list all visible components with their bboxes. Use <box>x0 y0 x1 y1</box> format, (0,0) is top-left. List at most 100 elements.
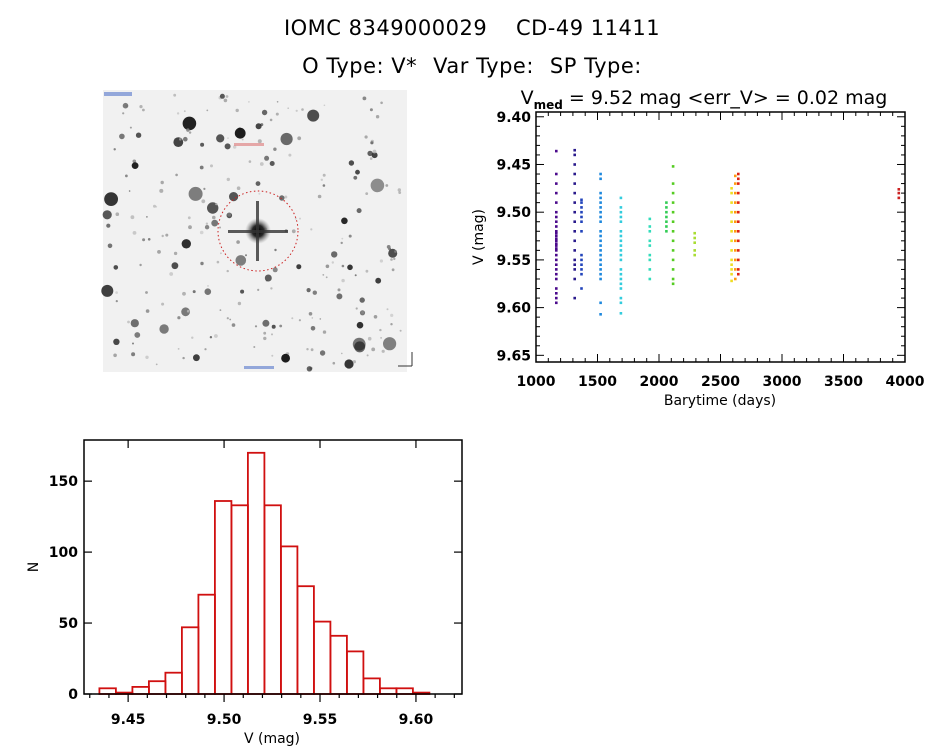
data-point <box>580 272 583 276</box>
y-tick-label: 9.40 <box>496 110 531 126</box>
data-point <box>573 163 576 166</box>
star <box>317 194 322 199</box>
data-point <box>648 253 652 257</box>
data-point <box>555 268 558 271</box>
data-point <box>555 249 558 252</box>
star <box>367 336 372 341</box>
star <box>207 202 219 214</box>
star <box>130 215 135 220</box>
star <box>312 290 317 295</box>
data-point <box>599 196 602 200</box>
data-point <box>671 268 675 271</box>
star <box>206 109 209 112</box>
star <box>306 348 309 351</box>
star <box>356 321 364 329</box>
star <box>355 169 360 175</box>
data-point <box>580 230 583 233</box>
histogram-bar <box>378 687 398 695</box>
series-epoch-13 <box>897 188 901 200</box>
o-type: O Type: V* <box>302 54 418 78</box>
star <box>245 254 247 257</box>
data-point <box>573 239 576 243</box>
data-point <box>599 277 602 281</box>
data-point <box>573 182 576 185</box>
star <box>214 334 218 338</box>
data-point <box>648 217 652 221</box>
star <box>231 323 236 327</box>
data-point <box>599 201 602 204</box>
light-curve-title: Vmed = 9.52 mag <err_V> = 0.02 mag <box>521 87 888 112</box>
star <box>331 251 338 258</box>
light-curve-ylabel: V (mag) <box>471 209 487 265</box>
y-tick-label: 9.55 <box>496 253 531 269</box>
data-point <box>599 172 602 176</box>
data-point <box>897 188 901 191</box>
data-point <box>737 172 740 176</box>
data-point <box>599 206 602 209</box>
star <box>341 237 344 240</box>
series-epoch-11 <box>734 174 737 281</box>
star <box>367 150 373 157</box>
data-point <box>665 220 668 223</box>
data-point <box>734 191 737 195</box>
star <box>182 291 186 296</box>
star <box>296 264 302 270</box>
data-point <box>573 230 576 233</box>
star <box>259 162 264 166</box>
star <box>311 317 314 319</box>
star <box>236 186 241 190</box>
star <box>182 116 197 131</box>
data-point <box>599 239 602 243</box>
data-point <box>671 165 675 168</box>
star <box>134 332 141 338</box>
data-point <box>573 201 576 204</box>
star <box>113 338 120 345</box>
star <box>146 216 148 218</box>
star <box>132 342 134 345</box>
star <box>380 101 383 105</box>
star <box>393 257 396 261</box>
data-point <box>619 249 623 252</box>
star <box>263 336 267 341</box>
series-epoch-4 <box>599 172 602 316</box>
star <box>115 291 118 294</box>
star <box>182 356 185 360</box>
star <box>200 261 204 266</box>
data-point <box>555 231 558 235</box>
star <box>127 320 130 324</box>
data-point <box>573 263 576 266</box>
star <box>159 324 169 334</box>
data-point <box>730 230 733 233</box>
star <box>291 317 294 320</box>
histogram-bar <box>98 687 117 695</box>
data-point <box>648 225 652 228</box>
data-point <box>648 277 652 281</box>
star <box>104 192 118 207</box>
var-type: Var Type: <box>433 54 534 78</box>
star <box>177 348 180 350</box>
star <box>287 107 290 109</box>
star <box>271 354 274 357</box>
data-point <box>619 196 623 200</box>
star <box>205 222 209 225</box>
data-point <box>737 220 740 223</box>
data-point <box>665 215 668 219</box>
star <box>171 262 179 270</box>
star <box>145 309 150 313</box>
data-point <box>599 253 602 257</box>
data-point <box>573 220 576 223</box>
star <box>181 307 191 317</box>
star <box>383 337 397 351</box>
star <box>229 192 239 202</box>
y-tick-label: 9.60 <box>496 301 531 317</box>
star <box>129 126 132 129</box>
star <box>323 104 326 107</box>
data-point <box>737 230 740 233</box>
data-point <box>573 277 576 281</box>
series-epoch-12 <box>737 172 740 276</box>
star <box>348 160 355 166</box>
star <box>225 95 229 98</box>
series-epoch-8 <box>671 165 675 286</box>
star <box>183 110 186 113</box>
